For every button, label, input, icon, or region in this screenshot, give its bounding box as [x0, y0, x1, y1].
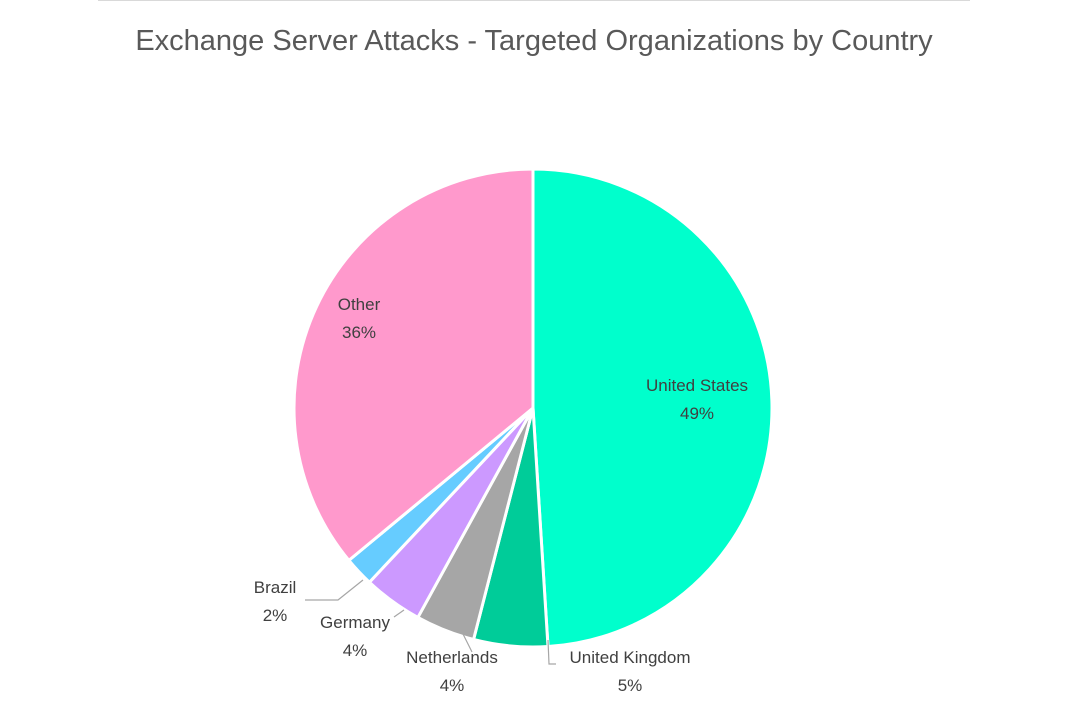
pie-slice-other [292, 167, 535, 562]
slice-label-brazil: Brazil [254, 578, 297, 597]
top-divider [98, 0, 970, 1]
slice-value-brazil: 2% [263, 606, 288, 625]
chart-title: Exchange Server Attacks - Targeted Organ… [135, 25, 933, 57]
leader-lines [305, 579, 556, 665]
slice-value-united-states: 49% [680, 404, 714, 423]
leader-line-united-kingdom [547, 639, 556, 665]
slice-value-germany: 4% [343, 641, 368, 660]
slice-label-germany: Germany [320, 613, 390, 632]
slice-label-other: Other [338, 295, 381, 314]
pie-slices [292, 167, 774, 649]
leader-line-germany [393, 609, 405, 618]
slice-label-netherlands: Netherlands [406, 648, 498, 667]
slice-value-netherlands: 4% [440, 676, 465, 695]
pie-slice-united-states [531, 167, 774, 649]
leader-line-brazil [305, 579, 364, 601]
slice-value-united-kingdom: 5% [618, 676, 643, 695]
slice-value-other: 36% [342, 323, 376, 342]
leader-line-netherlands [461, 631, 473, 653]
slice-labels: United States 49% United Kingdom 5% Netherla… [254, 295, 748, 695]
slice-label-united-states: United States [646, 376, 748, 395]
slice-label-united-kingdom: United Kingdom [570, 648, 691, 667]
